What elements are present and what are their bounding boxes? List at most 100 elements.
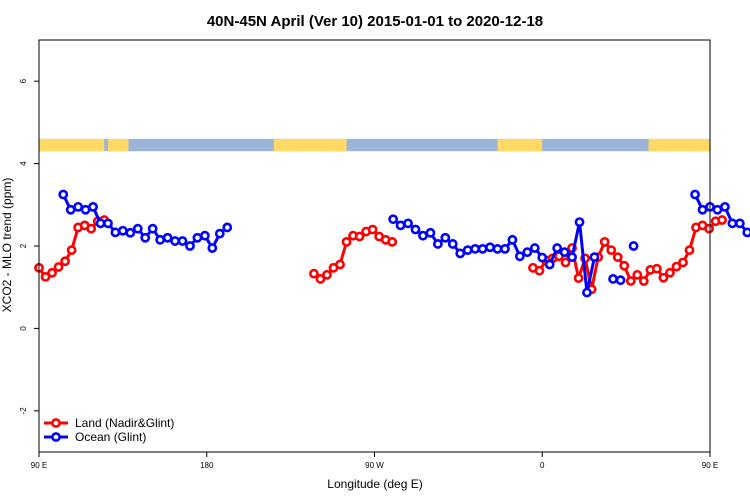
data-point (589, 252, 600, 263)
legend-marker (51, 432, 61, 442)
data-point (309, 268, 319, 279)
data-point (66, 245, 77, 256)
data-point (432, 239, 443, 249)
data-point (388, 214, 399, 225)
data-point (140, 232, 151, 243)
y-tick-label: 2 (19, 243, 28, 248)
data-point (73, 201, 84, 212)
legend-label: Ocean (Glint) (75, 430, 146, 444)
land-band (497, 138, 543, 152)
data-point (651, 263, 662, 274)
data-point (341, 236, 352, 247)
data-point (534, 265, 545, 276)
data-point (403, 218, 413, 229)
data-point (612, 252, 623, 263)
data-point (522, 247, 533, 258)
data-point (155, 234, 166, 245)
data-point (742, 227, 750, 238)
data-point (40, 271, 51, 282)
data-point (514, 251, 525, 262)
data-point (684, 245, 695, 256)
data-point (410, 224, 421, 235)
data-point (110, 227, 121, 238)
data-point (507, 234, 518, 245)
data-point (185, 241, 195, 251)
data-point (170, 236, 180, 246)
data-point (615, 275, 626, 286)
data-point (544, 259, 555, 270)
data-point (214, 228, 225, 239)
data-point (418, 230, 428, 241)
data-point (222, 222, 233, 233)
data-point (147, 223, 158, 234)
legend: Land (Nadir&Glint)Ocean (Glint) (44, 416, 174, 444)
x-tick-label: 0 (540, 461, 545, 470)
data-point (199, 230, 210, 241)
data-point (632, 269, 643, 280)
data-point (606, 245, 617, 256)
land-band (273, 138, 347, 152)
data-point (367, 224, 378, 235)
data-point (88, 201, 98, 212)
land-band (107, 138, 129, 152)
data-point (477, 243, 488, 254)
data-point (658, 272, 669, 283)
data-point (560, 257, 571, 268)
y-tick-label: -2 (19, 407, 28, 415)
data-point (462, 245, 473, 256)
data-point (720, 201, 730, 212)
data-point (455, 248, 466, 259)
data-point (425, 227, 436, 238)
data-point (608, 274, 618, 284)
series-1 (58, 189, 750, 298)
data-point (697, 204, 708, 215)
data-point (573, 273, 584, 284)
data-point (712, 204, 723, 215)
land-band (648, 138, 710, 152)
data-point (447, 239, 458, 249)
data-point (638, 276, 649, 286)
data-point (582, 287, 592, 298)
data-point (492, 243, 503, 254)
data-point (665, 267, 675, 278)
data-point (619, 260, 630, 271)
series-0 (34, 215, 728, 295)
data-point (552, 243, 563, 253)
data-point (58, 189, 69, 200)
data-point (717, 215, 728, 225)
chart-title: 40N-45N April (Ver 10) 2015-01-01 to 202… (207, 13, 543, 30)
data-point (559, 247, 570, 258)
data-point (671, 261, 682, 272)
data-point (678, 257, 688, 268)
data-point (53, 262, 64, 272)
data-point (387, 236, 398, 247)
data-point (734, 218, 745, 229)
data-point (485, 242, 495, 253)
x-tick-label: 90 E (31, 461, 47, 470)
data-point (65, 204, 76, 215)
data-point (599, 236, 610, 247)
series-layer (34, 189, 750, 298)
x-tick-label: 90 W (365, 461, 384, 470)
data-point (395, 220, 406, 231)
y-axis-label: XCO2 - MLO trend (ppm) (0, 178, 14, 313)
land-band (39, 138, 105, 152)
data-point (125, 227, 136, 238)
data-point (80, 204, 91, 215)
data-point (440, 232, 451, 243)
data-point (192, 232, 203, 243)
data-point (354, 231, 365, 242)
x-tick-label: 90 E (702, 461, 718, 470)
data-point (470, 243, 481, 254)
data-point (315, 274, 326, 284)
data-point (60, 256, 70, 267)
data-point (162, 232, 173, 243)
ocean-band (39, 138, 710, 152)
data-point (86, 223, 97, 234)
data-point (537, 252, 548, 263)
data-point (322, 269, 332, 280)
data-point (704, 223, 714, 234)
x-axis: 90 E 180 90 W 0 90 E (31, 452, 718, 470)
data-point (690, 189, 700, 200)
